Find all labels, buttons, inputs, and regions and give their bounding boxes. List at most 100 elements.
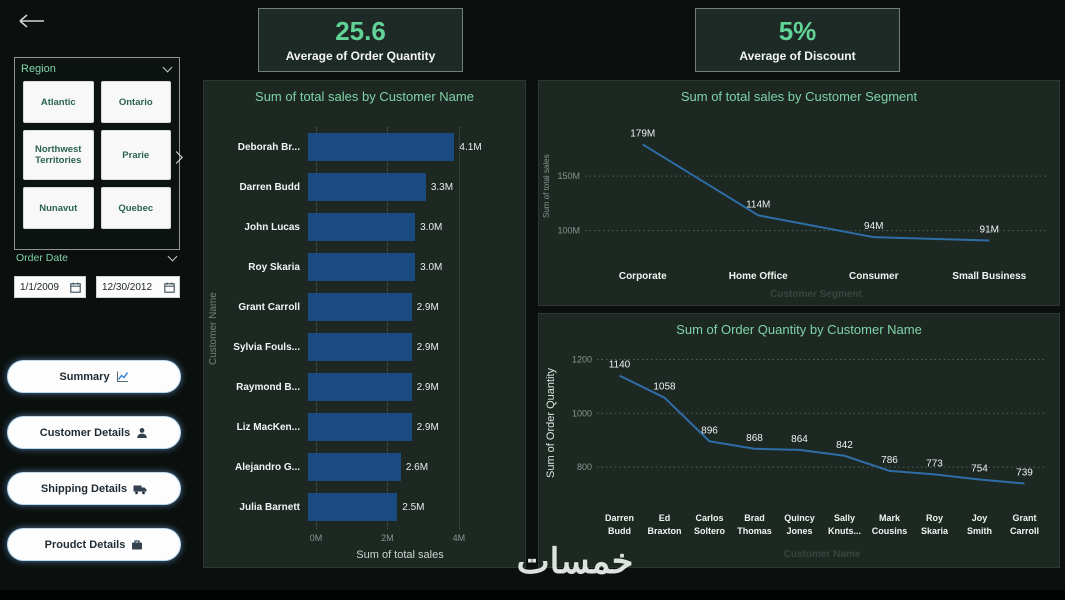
region-slicer: Region Atlantic Ontario Northwest Territor…: [14, 57, 180, 250]
y-axis-tick: 150M: [557, 171, 580, 181]
region-option-ontario[interactable]: Ontario: [100, 81, 171, 123]
x-category-label: Grant: [1012, 513, 1036, 523]
bar-row: Alejandro G... 2.6M: [204, 447, 525, 487]
bar-row: John Lucas 3.0M: [204, 207, 525, 247]
bar[interactable]: [308, 493, 398, 521]
segment-line-chart-panel: 150M 100M 179M 114M 94M 91M Corporate Home Offi…: [538, 80, 1060, 306]
data-label: 91M: [980, 224, 999, 235]
x-category-label: Sally: [834, 513, 855, 523]
bar-value-label: 2.9M: [416, 341, 439, 353]
bar-row: Julia Barnett 2.5M: [204, 487, 525, 527]
bar-chart-panel: Sum of total sales by Customer Name Cust…: [203, 80, 526, 568]
bar[interactable]: [308, 413, 412, 441]
x-category-label: Knuts...: [828, 526, 861, 536]
segment-chart-title: Sum of total sales by Customer Segment: [680, 89, 918, 104]
x-category-label: Thomas: [737, 526, 772, 536]
start-date-input[interactable]: 1/1/2009: [14, 276, 86, 298]
quantity-line-chart[interactable]: 1200 1000 800 1140 1058 896 868 864 842 786 773 754…: [539, 314, 1061, 569]
x-category-label: Jones: [786, 526, 812, 536]
segment-line-chart[interactable]: 150M 100M 179M 114M 94M 91M Corporate Home Offi…: [539, 81, 1061, 307]
kpi-value: 5%: [778, 16, 817, 47]
bar-value-label: 2.5M: [402, 501, 425, 513]
nav-button-label: Summary: [59, 370, 110, 383]
bar[interactable]: [308, 133, 455, 161]
summary-button[interactable]: Summary: [8, 361, 180, 392]
data-label: 842: [836, 440, 853, 451]
bar-row: Roy Skaria 3.0M: [204, 247, 525, 287]
bar-value-label: 4.1M: [459, 141, 482, 153]
segment-y-axis-title: Sum of total sales: [542, 154, 551, 218]
calendar-icon[interactable]: [164, 282, 175, 293]
bar[interactable]: [308, 173, 426, 201]
y-axis-tick: 800: [577, 462, 592, 472]
bar-value-label: 2.9M: [416, 421, 439, 433]
bar-value-label: 2.9M: [416, 301, 439, 313]
end-date-input[interactable]: 12/30/2012: [96, 276, 180, 298]
data-label: 896: [701, 425, 718, 436]
region-option-northwest-territories[interactable]: Northwest Territories: [23, 130, 94, 180]
x-category-label: Quincy: [784, 513, 815, 523]
bar[interactable]: [308, 293, 412, 321]
x-axis-tick: 2M: [381, 533, 394, 543]
watermark: خمسات: [516, 542, 634, 581]
chevron-down-icon[interactable]: [162, 62, 173, 73]
chevron-down-icon[interactable]: [167, 251, 178, 262]
x-category-label: Home Office: [729, 271, 788, 282]
region-option-prarie[interactable]: Prarie: [100, 130, 171, 180]
kpi-avg-discount: 5% Average of Discount: [695, 8, 900, 72]
bar[interactable]: [308, 213, 416, 241]
kpi-label: Average of Order Quantity: [285, 48, 436, 63]
data-label: 114M: [746, 199, 770, 210]
x-category-label: Ed: [659, 513, 671, 523]
data-label: 786: [881, 455, 898, 466]
line-series[interactable]: [642, 143, 990, 242]
nav-button-label: Shipping Details: [40, 482, 128, 495]
data-label: 94M: [864, 221, 883, 232]
bar-category-label: Raymond B...: [236, 381, 300, 393]
region-option-atlantic[interactable]: Atlantic: [23, 81, 94, 123]
order-date-slicer-header: Order Date: [14, 251, 180, 264]
order-date-inputs: 1/1/2009 12/30/2012: [14, 276, 180, 298]
briefcase-icon: [131, 539, 143, 551]
nav-button-label: Proudct Details: [44, 538, 126, 551]
shipping-details-button[interactable]: Shipping Details: [8, 473, 180, 504]
bar[interactable]: [308, 453, 401, 481]
bar-category-label: Alejandro G...: [234, 461, 300, 473]
region-option-nunavut[interactable]: Nunavut: [23, 187, 94, 229]
kpi-value: 25.6: [335, 16, 386, 47]
x-category-label: Mark: [879, 513, 901, 523]
region-options-grid: Atlantic Ontario Northwest Territories Prar…: [15, 78, 179, 237]
bar-category-label: Roy Skaria: [248, 261, 300, 273]
data-label: 739: [1016, 468, 1033, 479]
bar-row: Darren Budd 3.3M: [204, 167, 525, 207]
y-axis-tick: 100M: [557, 226, 580, 236]
order-date-title: Order Date: [16, 252, 68, 264]
bar[interactable]: [308, 333, 412, 361]
data-label: 1058: [653, 382, 676, 393]
back-button[interactable]: [16, 10, 50, 36]
x-category-label: Brad: [744, 513, 765, 523]
product-details-button[interactable]: Proudct Details: [8, 529, 180, 560]
x-category-label: Corporate: [619, 271, 667, 282]
bar[interactable]: [308, 253, 416, 281]
region-option-quebec[interactable]: Quebec: [100, 187, 171, 229]
customer-details-button[interactable]: Customer Details: [8, 417, 180, 448]
bar-row: Liz MacKen... 2.9M: [204, 407, 525, 447]
x-category-label: Darren: [605, 513, 634, 523]
bar-category-label: Sylvia Fouls...: [233, 341, 300, 353]
bar-x-axis-title: Sum of total sales: [356, 549, 444, 561]
bar[interactable]: [308, 373, 412, 401]
x-axis-title: Customer Segment: [770, 289, 862, 300]
y-axis-tick: 1200: [572, 354, 592, 364]
x-axis-tick: 0M: [309, 533, 323, 543]
calendar-icon[interactable]: [70, 282, 81, 293]
region-slicer-header: Region: [15, 58, 179, 78]
x-category-label: Skaria: [921, 526, 949, 536]
end-date-value: 12/30/2012: [102, 281, 153, 293]
person-icon: [136, 427, 148, 439]
arrow-left-icon: [19, 14, 44, 28]
nav-button-label: Customer Details: [39, 426, 131, 439]
line-series[interactable]: [619, 374, 1025, 485]
bar-row: Deborah Br... 4.1M: [204, 127, 525, 167]
